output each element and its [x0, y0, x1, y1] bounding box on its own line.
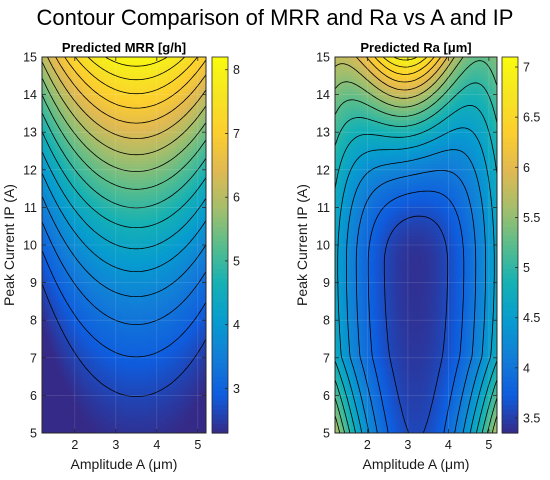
colorbar-tick-label: 8	[233, 63, 240, 77]
y-tick-label: 7	[323, 351, 330, 365]
y-tick-label: 11	[317, 201, 330, 215]
y-tick-label: 11	[24, 201, 37, 215]
x-tick-label: 2	[364, 438, 371, 452]
colorbar-tick-label: 7	[233, 127, 240, 141]
y-tick-label: 10	[23, 239, 37, 253]
x-tick-label: 3	[112, 438, 119, 452]
x-tick-label: 4	[445, 438, 452, 452]
x-tick-label: 5	[194, 438, 201, 452]
y-tick-label: 13	[316, 126, 330, 140]
contour-fill	[335, 57, 497, 433]
figure-title: Contour Comparison of MRR and Ra vs A an…	[37, 5, 514, 30]
grid-lines	[335, 56, 497, 434]
x-axis-label: Amplitude A (μm)	[363, 456, 470, 472]
y-tick-label: 8	[323, 314, 330, 328]
y-tick-label: 7	[30, 351, 37, 365]
y-tick-label: 5	[323, 427, 330, 441]
y-tick-label: 14	[23, 88, 37, 102]
colorbar-tick-label: 5.5	[523, 211, 540, 225]
y-axis-label: Peak Current IP (A)	[1, 184, 17, 306]
x-tick-label: 2	[71, 438, 78, 452]
colorbar: 3.5 4 4.5 5 5.5 6 6.5 7	[501, 56, 540, 434]
y-tick-label: 10	[316, 239, 330, 253]
colorbar-tick-label: 4	[233, 318, 240, 332]
y-tick-label: 9	[323, 276, 330, 290]
x-tick-label: 5	[485, 438, 492, 452]
contour-lines	[42, 57, 206, 397]
mrr-contour-panel: 2 3 4 5 5 6 7 8 9 10 11 12 13 14 15 Predicted MRR [g/h]…	[1, 40, 240, 472]
colorbar-tick-label: 3	[233, 382, 240, 396]
y-tick-label: 9	[30, 276, 37, 290]
colorbar-tick-label: 5	[233, 254, 240, 268]
x-tick-label: 4	[153, 438, 160, 452]
colorbar-tick-label: 6	[523, 161, 530, 175]
colorbar-tick-label: 5	[523, 261, 530, 275]
ra-contour-panel: 2 3 4 5 5 6 7 8 9 10 11 12 13 14 15 Predicted Ra [μm] Am…	[294, 40, 540, 472]
colorbar-tick-label: 6	[233, 191, 240, 205]
y-axis-label: Peak Current IP (A)	[294, 184, 310, 306]
colorbar-tick-label: 6.5	[523, 111, 540, 125]
x-axis-label: Amplitude A (μm)	[71, 456, 178, 472]
colorbar-tick-label: 4.5	[523, 311, 540, 325]
panel-title: Predicted Ra [μm]	[360, 40, 471, 55]
y-tick-label: 8	[30, 314, 37, 328]
colorbar-tick-label: 4	[523, 361, 530, 375]
y-tick-label: 6	[323, 389, 330, 403]
y-tick-label: 6	[30, 389, 37, 403]
colorbar-tick-label: 3.5	[523, 411, 540, 425]
y-tick-label: 15	[316, 51, 330, 65]
colorbar: 3 4 5 6 7 8	[211, 56, 240, 434]
y-tick-label: 14	[316, 88, 330, 102]
colorbar-tick-label: 7	[523, 61, 530, 75]
y-tick-label: 15	[23, 51, 37, 65]
y-tick-label: 13	[23, 126, 37, 140]
panel-title: Predicted MRR [g/h]	[62, 40, 186, 55]
x-tick-label: 3	[404, 438, 411, 452]
y-tick-label: 5	[30, 427, 37, 441]
y-tick-label: 12	[23, 163, 37, 177]
y-tick-label: 12	[316, 163, 330, 177]
